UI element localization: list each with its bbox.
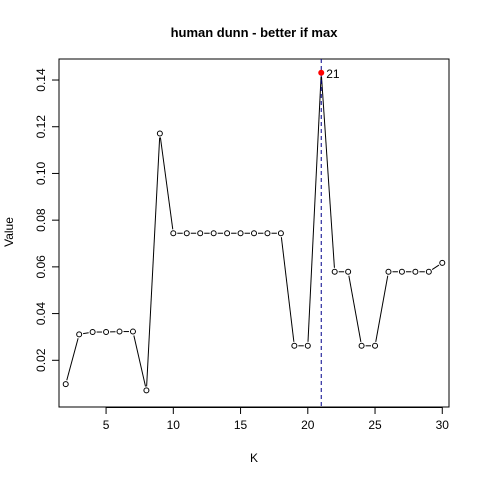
data-point <box>237 230 244 237</box>
data-point <box>358 342 365 349</box>
data-point <box>103 329 110 336</box>
data-point <box>89 329 96 336</box>
series-segment <box>83 332 89 335</box>
data-point <box>62 381 69 388</box>
highlight-label: 21 <box>326 67 340 81</box>
data-point <box>129 328 136 335</box>
data-point <box>331 268 338 275</box>
x-axis: 5 10 15 20 25 30 <box>103 407 450 432</box>
data-point <box>224 230 231 237</box>
series-line-group <box>66 76 440 387</box>
y-tick-label: 0.06 <box>34 255 48 279</box>
annotation-group: 21 <box>326 67 340 81</box>
series-segment <box>307 76 322 342</box>
chart-title: human dunn - better if max <box>171 25 339 40</box>
highlight-point <box>318 69 325 76</box>
x-axis-label: K <box>250 451 258 465</box>
data-point <box>76 331 83 338</box>
data-point <box>304 342 311 349</box>
data-point <box>372 342 379 349</box>
data-point <box>183 230 190 237</box>
data-point <box>251 230 257 237</box>
data-point <box>264 230 271 237</box>
series-segment <box>133 335 147 387</box>
y-axis-label: Value <box>2 217 16 247</box>
series-segment <box>321 76 335 268</box>
data-points <box>62 69 446 394</box>
y-axis: 0.02 0.04 0.06 0.08 0.10 0.12 0.14 <box>34 68 60 372</box>
series-segment <box>66 338 79 381</box>
data-point <box>210 230 217 237</box>
data-point <box>425 268 432 275</box>
y-tick-label: 0.08 <box>34 208 48 232</box>
data-point <box>170 230 177 237</box>
x-tick-label: 10 <box>167 418 181 432</box>
series-segment <box>280 237 295 342</box>
x-tick-label: 5 <box>103 418 110 432</box>
series-segment <box>348 275 362 342</box>
data-point <box>345 268 352 275</box>
y-tick-label: 0.14 <box>34 68 48 92</box>
x-tick-label: 20 <box>301 418 315 432</box>
data-point <box>398 268 405 275</box>
data-point <box>439 259 446 266</box>
data-point <box>385 268 392 275</box>
data-point <box>291 342 298 349</box>
series-segment <box>375 275 389 342</box>
data-point <box>197 230 204 237</box>
y-tick-label: 0.04 <box>34 302 48 326</box>
x-tick-label: 15 <box>234 418 248 432</box>
x-tick-label: 30 <box>436 418 450 432</box>
series-segment <box>159 137 174 230</box>
data-point <box>143 387 150 394</box>
data-point <box>412 268 419 275</box>
x-tick-label: 25 <box>368 418 382 432</box>
data-point <box>116 328 123 335</box>
series-segment <box>146 137 161 387</box>
data-point <box>156 130 163 137</box>
data-point <box>277 230 284 237</box>
y-tick-label: 0.10 <box>34 161 48 185</box>
series-segment <box>431 264 440 270</box>
y-tick-label: 0.02 <box>34 348 48 372</box>
y-tick-label: 0.12 <box>34 115 48 139</box>
